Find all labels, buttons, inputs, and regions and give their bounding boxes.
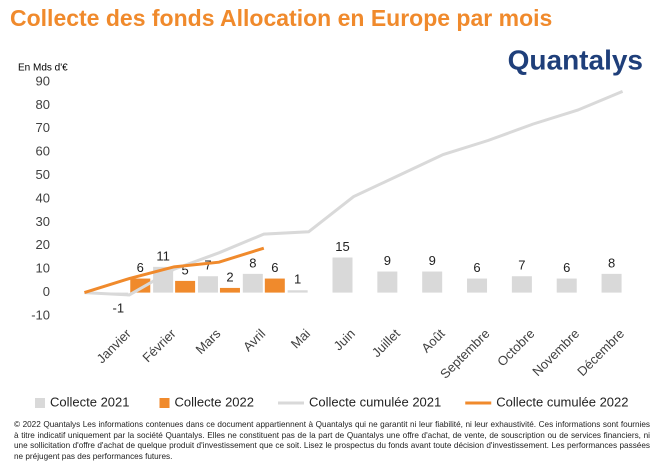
legend-label: Collecte cumulée 2022: [496, 394, 628, 409]
footer: © 2022 Quantalys Les informations conten…: [14, 420, 650, 461]
y-tick-label: 90: [36, 73, 50, 88]
line: [83, 246, 265, 295]
line: [84, 89, 624, 297]
y-tick-label: 20: [36, 237, 50, 252]
bar: [264, 278, 285, 293]
bar: [377, 271, 398, 293]
x-tick-label: Avril: [240, 326, 268, 354]
y-axis-label: En Mds d'€: [18, 63, 68, 74]
legend-label: Collecte 2021: [50, 394, 130, 409]
bar: [219, 287, 240, 293]
data-label: 8: [249, 255, 256, 270]
legend-label: Collecte cumulée 2021: [309, 394, 441, 409]
bar: [197, 276, 218, 293]
y-tick-label: 10: [36, 261, 50, 276]
data-label: -1: [112, 300, 124, 315]
data-label: 5: [181, 262, 188, 277]
data-label: 1: [294, 272, 301, 287]
data-label: 15: [335, 239, 349, 254]
bar: [511, 276, 532, 293]
x-tick-label: Mars: [192, 326, 223, 357]
y-tick-label: 70: [36, 120, 50, 135]
data-label: 2: [226, 269, 233, 284]
data-label: 7: [204, 258, 211, 273]
bar: [467, 278, 488, 293]
y-tick-label: -10: [31, 307, 50, 322]
data-label: 6: [271, 260, 278, 275]
x-tick-label: Février: [139, 325, 179, 365]
bar: [287, 290, 308, 293]
y-tick-label: 60: [36, 144, 50, 159]
y-tick-label: 50: [36, 167, 50, 182]
logo: Quantalys: [508, 44, 643, 75]
y-tick-label: 0: [43, 284, 50, 299]
x-tick-label: Octobre: [494, 326, 537, 369]
bar: [175, 280, 196, 293]
legend-swatch: [159, 398, 170, 408]
bar: [601, 273, 622, 293]
data-label: 9: [429, 253, 436, 268]
bar: [556, 278, 577, 293]
x-tick-label: Décembre: [574, 326, 627, 379]
data-label: 11: [156, 248, 170, 263]
x-tick-label: Juin: [331, 326, 358, 353]
data-label: 9: [384, 253, 391, 268]
data-label: 6: [563, 260, 570, 275]
y-tick-label: 40: [36, 190, 50, 205]
y-tick-label: 80: [36, 97, 50, 112]
x-tick-label: Mai: [288, 326, 313, 351]
legend-label: Collecte 2022: [175, 394, 255, 409]
bar: [242, 273, 263, 293]
chart: Collecte des fonds Allocation en Europe …: [10, 5, 643, 409]
y-tick-label: 30: [36, 214, 50, 229]
legend-swatch: [35, 398, 45, 408]
x-tick-label: Juillet: [369, 326, 403, 360]
chart-title: Collecte des fonds Allocation en Europe …: [10, 5, 552, 31]
bar: [422, 271, 443, 293]
data-label: 7: [518, 258, 525, 273]
bar: [130, 278, 151, 293]
x-tick-label: Août: [418, 326, 448, 356]
bar: [332, 257, 353, 293]
data-label: 6: [137, 260, 144, 275]
data-label: 8: [608, 255, 615, 270]
data-label: 6: [473, 260, 480, 275]
x-tick-label: Janvier: [94, 325, 135, 366]
x-tick-label: Novembre: [529, 326, 582, 379]
